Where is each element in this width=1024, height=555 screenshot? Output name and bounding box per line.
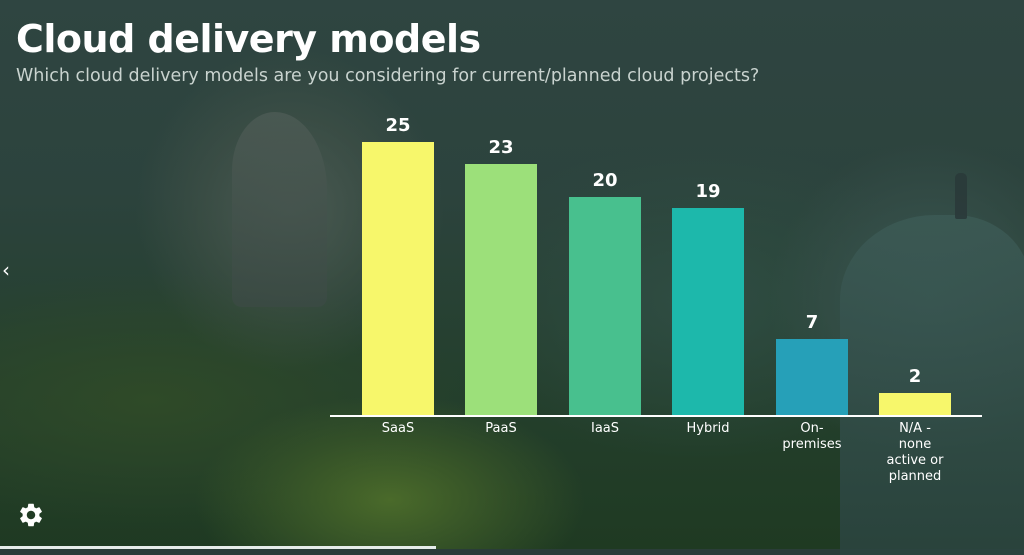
category-label: SaaS [348, 421, 448, 437]
bar-value-label: 19 [695, 180, 721, 202]
bar-n-a-none-active-or-planned [879, 393, 951, 415]
category-label-line: On- [800, 421, 824, 436]
progress-fill [0, 546, 437, 549]
bar-value-label: 25 [385, 115, 411, 136]
category-label-line: SaaS [381, 421, 415, 436]
bar-paas [465, 163, 537, 415]
category-label: N/A - none active or planned [865, 421, 965, 485]
category-label-line: none [898, 437, 932, 452]
bar-iaas [569, 196, 641, 415]
category-label: On-premises [762, 421, 862, 453]
category-label-line: Hybrid [686, 421, 730, 436]
slide-title: Cloud delivery models [16, 17, 481, 61]
bar-value-label: 7 [805, 311, 819, 333]
category-label-line: planned [888, 469, 942, 484]
category-label-line: premises [782, 437, 842, 452]
category-label-line: PaaS [485, 421, 517, 436]
chevron-left-icon: ‹ [2, 258, 10, 282]
previous-slide-button[interactable]: ‹ [2, 259, 18, 281]
bar-value-label: 23 [488, 136, 514, 158]
presentation-progress-bar [0, 546, 1024, 549]
bar-value-label: 2 [908, 366, 922, 388]
category-label-line: active or [886, 453, 944, 468]
category-label-line: N/A - [899, 421, 931, 436]
x-axis-line [330, 415, 982, 417]
category-label: IaaS [555, 421, 655, 437]
mountain-peak [840, 215, 1024, 555]
bar-hybrid [672, 207, 744, 415]
bar-saas [362, 142, 434, 415]
category-label: Hybrid [658, 421, 758, 437]
hiker-silhouette [955, 173, 967, 219]
bar-on-premises [776, 338, 848, 415]
slide-subtitle: Which cloud delivery models are you cons… [16, 66, 760, 86]
category-label-line: IaaS [590, 421, 620, 436]
settings-button[interactable] [17, 501, 45, 529]
category-label: PaaS [451, 421, 551, 437]
gear-icon [20, 503, 42, 527]
rock-pillar [232, 112, 327, 307]
bar-value-label: 20 [592, 169, 618, 191]
